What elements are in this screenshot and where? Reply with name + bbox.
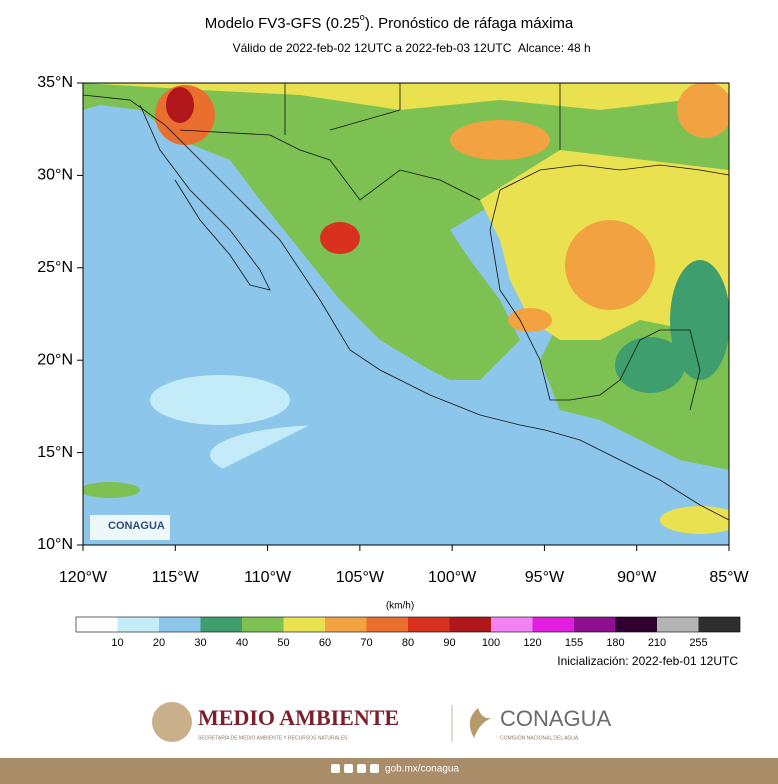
inset-logo: CONAGUA (108, 520, 165, 532)
colorbar-label: 60 (319, 637, 331, 649)
lon-label: 95°W (525, 569, 565, 586)
colorbar-bin (615, 617, 657, 632)
lat-label: 30°N (37, 167, 73, 184)
colorbar-bin (698, 617, 740, 632)
colorbar-frame (75, 616, 741, 633)
social-icons (331, 764, 379, 773)
colorbar-bin (200, 617, 242, 632)
lat-label: 10°N (37, 536, 73, 553)
map: CONAGUA (83, 83, 729, 545)
lon-label: 110°W (244, 569, 292, 586)
colorbar-label: 100 (482, 637, 500, 649)
conagua: CONAGUA (500, 706, 612, 731)
lat-label: 20°N (37, 351, 73, 368)
conagua-sub: COMISIÓN NACIONAL DEL AGUA (500, 734, 579, 741)
lat-label: 25°N (37, 259, 73, 276)
map-frame (82, 82, 730, 546)
lon-label: 85°W (709, 569, 749, 586)
url: gob.mx/conagua (385, 764, 459, 775)
colorbar-bin (325, 617, 367, 632)
colorbar-label: 80 (402, 637, 414, 649)
colorbar-bin (491, 617, 533, 632)
colorbar-bin (532, 617, 574, 632)
colorbar-bin (117, 617, 159, 632)
colorbar-bin (657, 617, 699, 632)
valid-text: Válido de 2022-feb-02 12UTC a 2022-feb-0… (233, 41, 512, 55)
title: Modelo FV3-GFS (0.25o). Pronóstico de rá… (205, 12, 574, 32)
colorbar-label: 255 (689, 637, 707, 649)
semarnat: MEDIO AMBIENTE (198, 705, 399, 730)
footer-logos: MEDIO AMBIENTE SECRETARÍA DE MEDIO AMBIE… (152, 702, 612, 742)
colorbar-bin (574, 617, 616, 632)
conagua-icon (469, 708, 492, 738)
colorbar-label: 180 (606, 637, 624, 649)
lon-label: 90°W (617, 569, 657, 586)
colorbar-label: 30 (194, 637, 206, 649)
colorbar-label: 210 (648, 637, 666, 649)
lon-label: 100°W (428, 569, 477, 586)
unit: (km/h) (386, 601, 414, 612)
colorbar-bin (408, 617, 450, 632)
colorbar-bin (449, 617, 491, 632)
colorbar-label: 20 (153, 637, 165, 649)
colorbar-label: 120 (523, 637, 541, 649)
colorbar-label: 40 (236, 637, 248, 649)
range-text: Alcance: 48 h (518, 41, 591, 55)
colorbar-label: 10 (111, 637, 123, 649)
lon-label: 115°W (152, 569, 200, 586)
init-text: Inicialización: 2022-feb-01 12UTC (557, 654, 738, 668)
lat-label: 15°N (37, 444, 73, 461)
colorbar-bin (76, 617, 118, 632)
footer-bar (0, 758, 778, 784)
lon-label: 105°W (336, 569, 385, 586)
colorbar-bin (159, 617, 201, 632)
colorbar-label: 90 (443, 637, 455, 649)
colorbar-bin (366, 617, 408, 632)
emblem (152, 702, 192, 742)
semarnat-sub: SECRETARÍA DE MEDIO AMBIENTE Y RECURSOS … (198, 734, 348, 741)
colorbar-bin (283, 617, 325, 632)
lat-label: 35°N (37, 74, 73, 91)
colorbar-label: 50 (277, 637, 289, 649)
lon-label: 120°W (59, 569, 108, 586)
colorbar-bin (242, 617, 284, 632)
colorbar-label: 155 (565, 637, 583, 649)
colorbar-label: 70 (360, 637, 372, 649)
